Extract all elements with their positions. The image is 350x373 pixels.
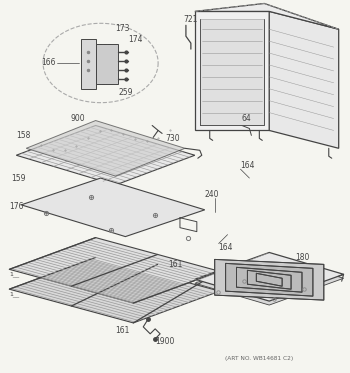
Text: 180: 180 bbox=[295, 253, 309, 262]
Polygon shape bbox=[247, 270, 291, 289]
Text: 175: 175 bbox=[97, 68, 111, 78]
Polygon shape bbox=[81, 39, 96, 89]
Text: (ART NO. WB14681 C2): (ART NO. WB14681 C2) bbox=[225, 356, 293, 361]
Text: 730: 730 bbox=[165, 134, 180, 143]
Polygon shape bbox=[256, 273, 282, 286]
Polygon shape bbox=[195, 3, 339, 29]
Text: 173: 173 bbox=[116, 24, 130, 33]
Text: 164: 164 bbox=[240, 161, 255, 170]
Text: 900: 900 bbox=[71, 114, 85, 123]
Text: 172: 172 bbox=[100, 78, 115, 87]
Text: 721: 721 bbox=[183, 15, 197, 24]
Text: 64: 64 bbox=[241, 114, 251, 123]
Text: 1__: 1__ bbox=[9, 291, 20, 297]
Polygon shape bbox=[215, 259, 324, 300]
Text: 166: 166 bbox=[41, 59, 56, 68]
Polygon shape bbox=[96, 44, 118, 84]
Text: 161: 161 bbox=[116, 326, 130, 335]
Text: 1__: 1__ bbox=[9, 272, 20, 277]
Polygon shape bbox=[195, 257, 344, 305]
Text: 182: 182 bbox=[99, 44, 113, 53]
Text: 176: 176 bbox=[9, 202, 24, 211]
Polygon shape bbox=[9, 238, 220, 303]
Text: 158: 158 bbox=[16, 131, 31, 140]
Text: 174: 174 bbox=[128, 35, 143, 44]
Text: 164: 164 bbox=[219, 243, 233, 252]
Text: 161: 161 bbox=[168, 260, 182, 269]
Polygon shape bbox=[237, 267, 302, 292]
Text: 159: 159 bbox=[11, 173, 26, 182]
Polygon shape bbox=[9, 257, 220, 323]
Polygon shape bbox=[226, 263, 313, 296]
Polygon shape bbox=[26, 120, 185, 176]
Text: 1900: 1900 bbox=[155, 337, 175, 346]
Polygon shape bbox=[269, 12, 339, 148]
Polygon shape bbox=[16, 125, 195, 185]
Text: 240: 240 bbox=[205, 191, 219, 200]
Text: 259: 259 bbox=[118, 88, 133, 97]
Polygon shape bbox=[195, 253, 344, 301]
Polygon shape bbox=[195, 12, 269, 131]
Polygon shape bbox=[200, 19, 264, 125]
Polygon shape bbox=[21, 178, 205, 236]
